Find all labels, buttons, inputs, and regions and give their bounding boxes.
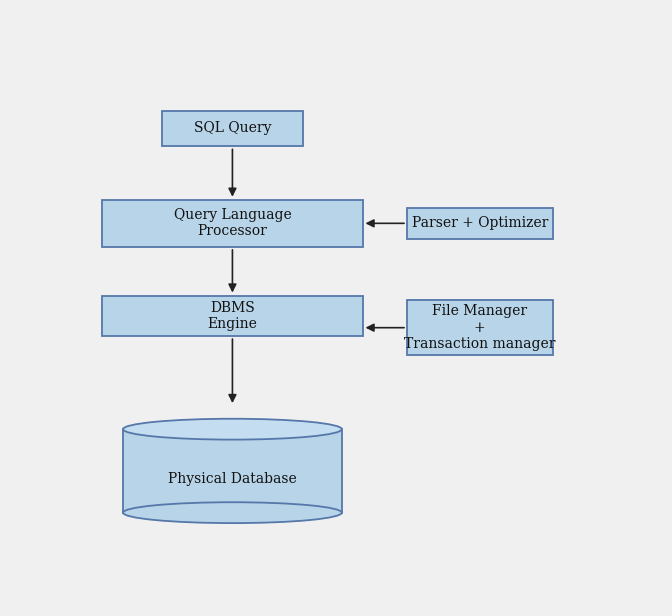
Ellipse shape: [123, 419, 342, 440]
Bar: [123, 429, 342, 513]
Text: Parser + Optimizer: Parser + Optimizer: [412, 216, 548, 230]
Text: File Manager
+
Transaction manager: File Manager + Transaction manager: [404, 304, 556, 351]
Text: DBMS
Engine: DBMS Engine: [208, 301, 257, 331]
Ellipse shape: [123, 502, 342, 523]
Bar: [102, 296, 363, 336]
Bar: [407, 301, 552, 355]
Text: Query Language
Processor: Query Language Processor: [173, 208, 291, 238]
Bar: [162, 111, 302, 146]
Bar: [407, 208, 552, 239]
Bar: [102, 200, 363, 247]
Text: SQL Query: SQL Query: [194, 121, 271, 136]
Text: Physical Database: Physical Database: [168, 472, 297, 486]
